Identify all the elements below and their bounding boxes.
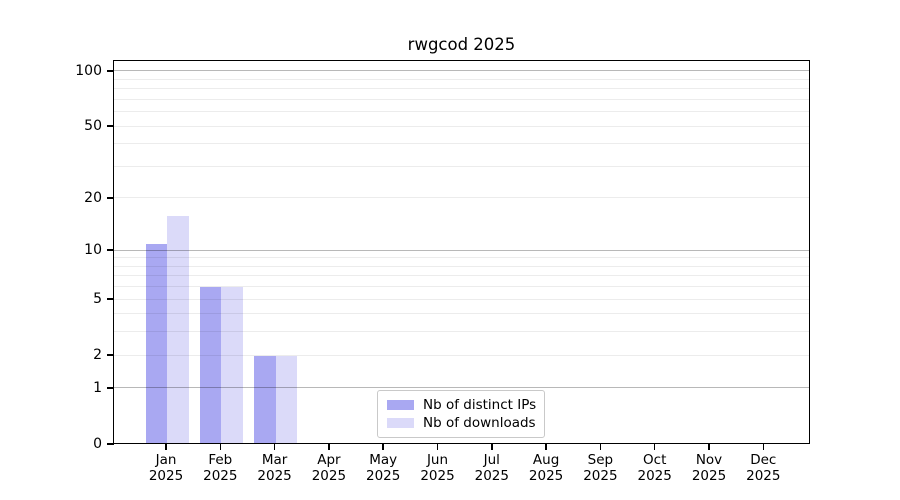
gridline-40 xyxy=(114,143,809,145)
y-tick-label-2: 2 xyxy=(93,347,102,364)
gridline-20 xyxy=(114,197,809,199)
x-tick-mark-jan xyxy=(165,444,167,450)
y-tick-mark-100 xyxy=(107,70,114,72)
legend-item-downloads: Nb of downloads xyxy=(387,416,544,430)
x-tick-label-dec: Dec 2025 xyxy=(746,452,781,484)
x-tick-mark-dec xyxy=(762,444,765,450)
gridline-100 xyxy=(114,70,809,72)
chart-title: rwgcod 2025 xyxy=(407,35,516,54)
x-tick-mark-feb xyxy=(219,444,222,450)
bar-jan-downloads xyxy=(167,215,189,443)
y-tick-label-5: 5 xyxy=(93,291,102,308)
y-tick-label-20: 20 xyxy=(84,189,102,206)
x-tick-label-mar: Mar 2025 xyxy=(257,452,292,484)
gridline-6 xyxy=(114,286,809,288)
x-tick-label-jun: Jun 2025 xyxy=(420,452,455,484)
y-tick-label-100: 100 xyxy=(75,63,102,79)
legend-item-distinct-ips: Nb of distinct IPs xyxy=(387,398,544,412)
x-tick-label-may: May 2025 xyxy=(366,452,401,484)
grid-layer xyxy=(114,61,809,443)
bar-mar-downloads xyxy=(275,355,298,443)
y-tick-mark-1 xyxy=(107,387,114,389)
x-tick-label-feb: Feb 2025 xyxy=(203,452,238,484)
bar-feb-downloads xyxy=(221,287,243,443)
x-tick-mark-nov xyxy=(708,444,710,450)
plot-area xyxy=(113,60,810,444)
gridline-10 xyxy=(114,249,809,251)
bars-layer xyxy=(114,61,809,443)
gridline-80 xyxy=(114,88,809,90)
bar-jan-distinct-ips xyxy=(145,243,167,443)
x-tick-label-aug: Aug 2025 xyxy=(528,452,564,484)
legend-swatch-distinct-ips xyxy=(387,400,414,410)
x-tick-label-jul: Jul 2025 xyxy=(474,452,509,484)
legend-label-distinct-ips: Nb of distinct IPs xyxy=(423,397,537,413)
bar-feb-distinct-ips xyxy=(199,287,222,443)
gridline-8 xyxy=(114,265,809,267)
legend: Nb of distinct IPs Nb of downloads xyxy=(377,390,545,438)
x-tick-label-jan: Jan 2025 xyxy=(148,452,184,484)
y-tick-mark-10 xyxy=(107,249,114,251)
x-tick-mark-apr xyxy=(328,444,330,450)
y-tick-label-50: 50 xyxy=(84,118,102,135)
gridline-3 xyxy=(114,331,809,333)
gridline-90 xyxy=(114,78,809,80)
y-tick-mark-5 xyxy=(107,298,114,300)
y-tick-mark-20 xyxy=(107,197,114,199)
gridline-7 xyxy=(114,275,809,277)
x-tick-mark-mar xyxy=(273,444,276,450)
gridline-4 xyxy=(114,313,809,315)
legend-swatch-downloads xyxy=(387,418,414,428)
y-tick-mark-0 xyxy=(107,443,114,445)
x-tick-mark-oct xyxy=(653,444,656,450)
gridline-9 xyxy=(114,257,809,259)
x-tick-mark-aug xyxy=(545,444,547,450)
legend-label-downloads: Nb of downloads xyxy=(423,415,536,431)
y-tick-mark-2 xyxy=(107,354,114,356)
gridline-70 xyxy=(114,98,809,100)
x-tick-mark-sep xyxy=(599,444,602,450)
gridline-30 xyxy=(114,165,809,167)
gridline-60 xyxy=(114,111,809,113)
bar-mar-distinct-ips xyxy=(254,355,276,443)
y-tick-label-0: 0 xyxy=(93,436,102,452)
y-tick-label-10: 10 xyxy=(84,242,102,259)
x-tick-mark-may xyxy=(382,444,384,450)
x-tick-label-apr: Apr 2025 xyxy=(311,452,347,484)
y-tick-mark-50 xyxy=(107,125,114,128)
x-tick-label-nov: Nov 2025 xyxy=(691,452,727,484)
gridline-1 xyxy=(114,387,809,389)
y-tick-label-1: 1 xyxy=(93,379,102,396)
gridline-50 xyxy=(114,125,809,127)
x-tick-label-oct: Oct 2025 xyxy=(637,452,672,484)
x-tick-label-sep: Sep 2025 xyxy=(583,452,618,484)
x-tick-mark-jul xyxy=(491,444,493,450)
gridline-2 xyxy=(114,354,809,356)
x-tick-mark-jun xyxy=(436,444,439,450)
gridline-5 xyxy=(114,298,809,300)
